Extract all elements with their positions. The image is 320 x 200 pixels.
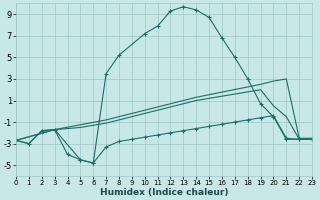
X-axis label: Humidex (Indice chaleur): Humidex (Indice chaleur) (100, 188, 228, 197)
